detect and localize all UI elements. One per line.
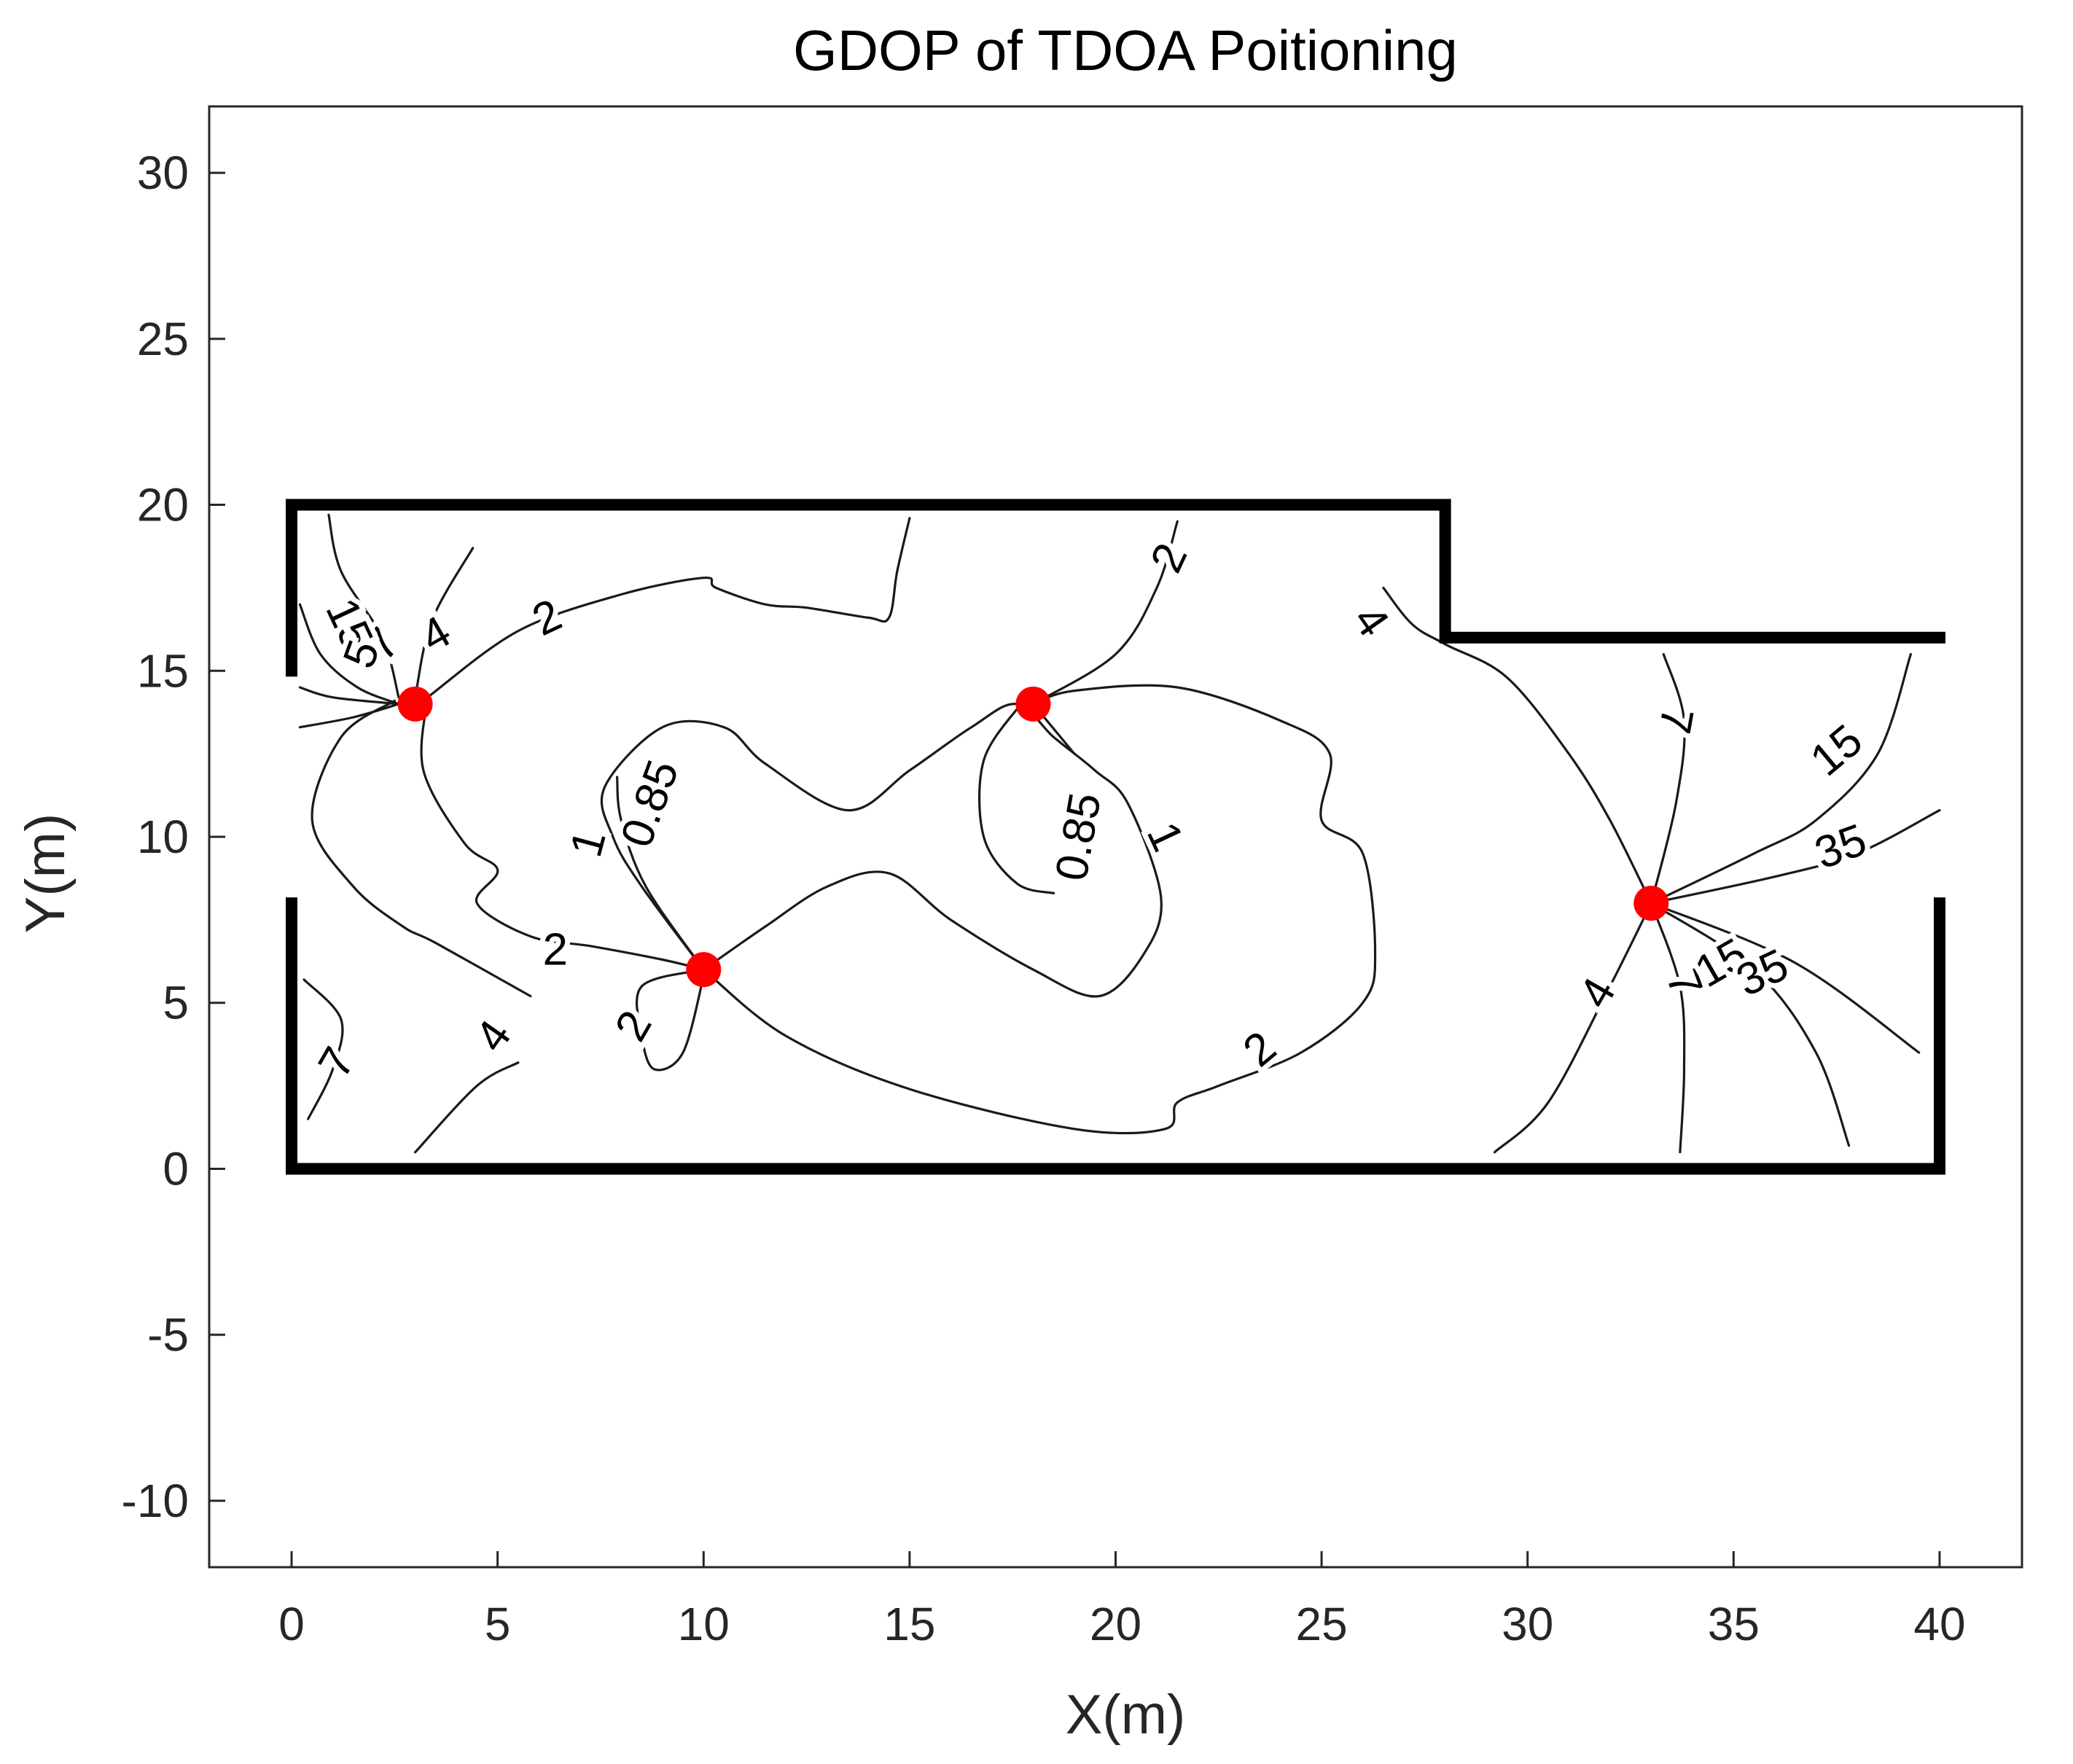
- contour-line-2: [311, 699, 532, 998]
- y-tick-label: 20: [137, 479, 189, 531]
- contour-line-2: [1031, 520, 1179, 706]
- wall-segment: [286, 499, 1945, 677]
- x-axis-title: X(m): [1066, 1684, 1186, 1746]
- x-tick-label: 5: [485, 1598, 511, 1650]
- y-tick-label: -5: [147, 1308, 189, 1361]
- contour-line-4: [414, 547, 475, 699]
- contour-label: 2: [543, 924, 568, 975]
- contour-line-2: [702, 684, 1377, 1135]
- contour-line-4: [414, 1061, 520, 1154]
- contour-line-7: [302, 978, 344, 1120]
- contour-line-0_85: [978, 703, 1055, 894]
- y-tick-label: 0: [163, 1142, 189, 1195]
- contour-line-2: [636, 968, 705, 1072]
- chart-title: GDOP of TDOA Poitioning: [793, 18, 1458, 82]
- anchor-point: [686, 952, 722, 988]
- contour-line-2: [426, 517, 911, 699]
- contour-line-7: [1650, 652, 1686, 905]
- x-tick-label: 35: [1708, 1598, 1760, 1650]
- contour-line-7: [1650, 902, 1686, 1154]
- contour-line-1: [600, 703, 1163, 998]
- anchor-point: [397, 686, 433, 722]
- anchor-point: [1015, 686, 1051, 722]
- wall-segment: [286, 897, 1945, 1175]
- contour-line-15: [298, 686, 400, 706]
- x-tick-label: 20: [1090, 1598, 1141, 1650]
- y-tick-label: 10: [137, 811, 189, 863]
- y-tick-label: 5: [163, 977, 189, 1029]
- contour-line-35: [1650, 809, 1941, 905]
- contour-line-4: [1382, 586, 1652, 905]
- x-tick-label: 0: [278, 1598, 305, 1650]
- contour-line-4: [327, 513, 400, 699]
- y-tick-label: 25: [137, 313, 189, 365]
- contour-line-4: [1493, 902, 1652, 1154]
- x-tick-label: 10: [678, 1598, 730, 1650]
- contour-line-2: [420, 696, 705, 971]
- y-tick-label: 30: [137, 147, 189, 199]
- x-tick-label: 15: [883, 1598, 935, 1650]
- contour-line-0_85: [616, 776, 705, 971]
- contour-line-15: [298, 703, 400, 729]
- x-tick-label: 40: [1913, 1598, 1965, 1650]
- contour-line-15: [1650, 652, 1912, 905]
- y-axis-title: Y(m): [15, 813, 77, 934]
- x-tick-label: 30: [1502, 1598, 1553, 1650]
- contour-line-35: [1650, 902, 1921, 1054]
- contour-line-7: [298, 603, 400, 706]
- x-tick-label: 25: [1296, 1598, 1348, 1650]
- contour-line-15: [1650, 902, 1851, 1147]
- anchor-point: [1633, 886, 1669, 921]
- y-tick-label: 15: [137, 644, 189, 697]
- y-tick-label: -10: [122, 1475, 190, 1527]
